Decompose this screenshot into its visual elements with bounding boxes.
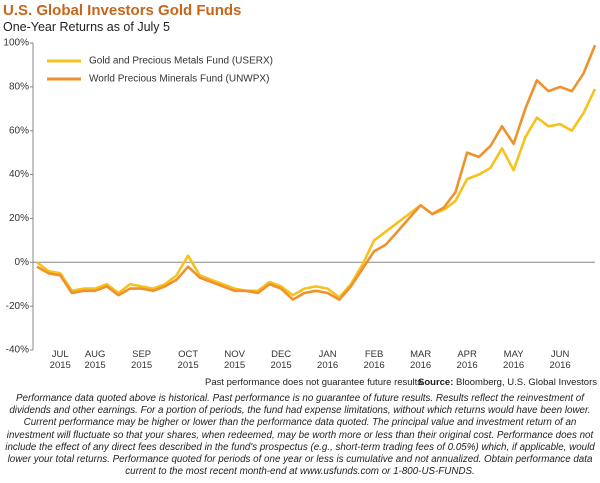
x-tick-label: SEP 2015: [131, 349, 153, 371]
y-tick-label: -40%: [6, 345, 29, 356]
chart-subtitle: One-Year Returns as of July 5: [3, 20, 170, 34]
x-tick-label: NOV 2015: [224, 349, 246, 371]
x-tick-label: MAR 2016: [410, 349, 432, 371]
chart: -40% -20% 0% 20% 40% 60% 80% 100% Gold and Preci…: [3, 38, 597, 356]
chart-title: U.S. Global Investors Gold Funds: [3, 2, 242, 19]
y-tick-label: 0%: [15, 257, 30, 268]
x-tick-label: DEC 2015: [270, 349, 292, 371]
note: Past performance does not guarantee futu…: [205, 377, 425, 388]
y-tick-label: 60%: [9, 125, 29, 136]
x-tick-label: FEB 2016: [363, 349, 385, 371]
x-tick-label: JAN 2016: [317, 349, 339, 371]
source-text: Bloomberg, U.S. Global Investors: [456, 377, 597, 388]
y-tick-label: 100%: [3, 38, 29, 49]
y-tick-label: 20%: [9, 213, 29, 224]
y-tick-label: -20%: [6, 301, 29, 312]
x-tick-label: OCT 2015: [177, 349, 199, 371]
series-line: [36, 44, 597, 301]
source: Source: Bloomberg, U.S. Global Investors: [418, 377, 597, 388]
disclaimer: Performance data quoted above is histori…: [5, 393, 595, 478]
x-tick-label: JUL 2015: [49, 349, 71, 371]
y-tick-label: 80%: [9, 81, 29, 92]
x-tick-label: AUG 2015: [84, 349, 106, 371]
x-tick-label: JUN 2016: [549, 349, 571, 371]
source-label: Source:: [418, 377, 454, 388]
series-line: [36, 88, 597, 299]
legend-label: Gold and Precious Metals Fund (USERX): [89, 56, 273, 67]
legend-label: World Precious Minerals Fund (UNWPX): [89, 74, 269, 85]
x-tick-label: MAY 2016: [503, 349, 525, 371]
y-tick-label: 40%: [9, 169, 29, 180]
x-tick-label: APR 2016: [456, 349, 478, 371]
